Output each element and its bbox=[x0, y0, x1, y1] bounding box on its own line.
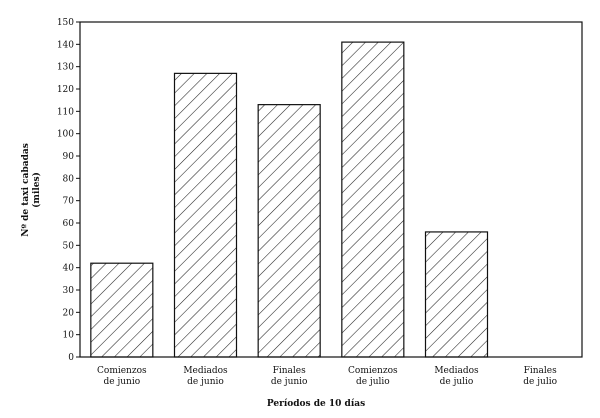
x-category-label-line: de julio bbox=[523, 377, 557, 387]
y-axis-label: Nº de taxi cabadas (miles) bbox=[21, 143, 42, 237]
y-tick-label: 90 bbox=[63, 152, 75, 162]
x-category-label-line: Comienzos bbox=[97, 366, 147, 376]
x-category-label-line: de junio bbox=[104, 377, 141, 387]
x-category-label: Finales de junio bbox=[271, 366, 308, 387]
y-tick-label: 50 bbox=[63, 241, 75, 251]
plot-frame bbox=[79, 21, 583, 358]
y-tick-label: 100 bbox=[57, 130, 74, 140]
x-category-label: Comienzos de julio bbox=[348, 366, 398, 387]
y-tick-label: 60 bbox=[63, 219, 75, 229]
y-tick-label: 130 bbox=[57, 63, 74, 73]
x-category-label-line: Mediados bbox=[434, 366, 479, 376]
bar bbox=[173, 72, 238, 358]
x-category-label-line: Mediados bbox=[183, 366, 228, 376]
bar bbox=[424, 231, 489, 358]
bar bbox=[257, 104, 321, 358]
x-category-label: Mediados de julio bbox=[434, 366, 479, 387]
y-axis: 0 10 20 30 40 50 60 70 80 90 100 110 120 130 140 150 bbox=[57, 18, 80, 363]
x-category-label: Mediados de junio bbox=[183, 366, 228, 387]
bar bbox=[341, 41, 405, 358]
y-tick-label: 150 bbox=[57, 18, 74, 28]
y-tick-label: 20 bbox=[63, 308, 75, 318]
y-tick-label: 10 bbox=[63, 331, 75, 341]
y-axis-label-line-1: Nº de taxi cabadas bbox=[21, 143, 31, 237]
y-axis-label-line-2: (miles) bbox=[31, 172, 42, 208]
x-category-label-line: de julio bbox=[356, 377, 390, 387]
y-tick-label: 70 bbox=[63, 197, 75, 207]
bar bbox=[90, 262, 154, 358]
y-tick-label: 80 bbox=[63, 174, 75, 184]
y-tick-label: 120 bbox=[57, 85, 74, 95]
x-category-label-line: Finales bbox=[524, 366, 557, 376]
y-tick-label: 30 bbox=[63, 286, 75, 296]
x-axis-label: Períodos de 10 días bbox=[267, 398, 365, 409]
x-category-label-line: de julio bbox=[440, 377, 474, 387]
x-category-label-line: Finales bbox=[273, 366, 306, 376]
y-tick-label: 110 bbox=[57, 107, 74, 117]
bars bbox=[90, 41, 489, 358]
x-category-label-line: de junio bbox=[187, 377, 224, 387]
x-category-label: Comienzos de junio bbox=[97, 366, 147, 387]
x-category-label-line: Comienzos bbox=[348, 366, 398, 376]
y-tick-label: 40 bbox=[63, 264, 75, 274]
x-category-label: Finales de julio bbox=[523, 366, 557, 387]
x-category-label-line: de junio bbox=[271, 377, 308, 387]
y-tick-label: 0 bbox=[68, 353, 74, 363]
y-tick-label: 140 bbox=[57, 40, 74, 50]
